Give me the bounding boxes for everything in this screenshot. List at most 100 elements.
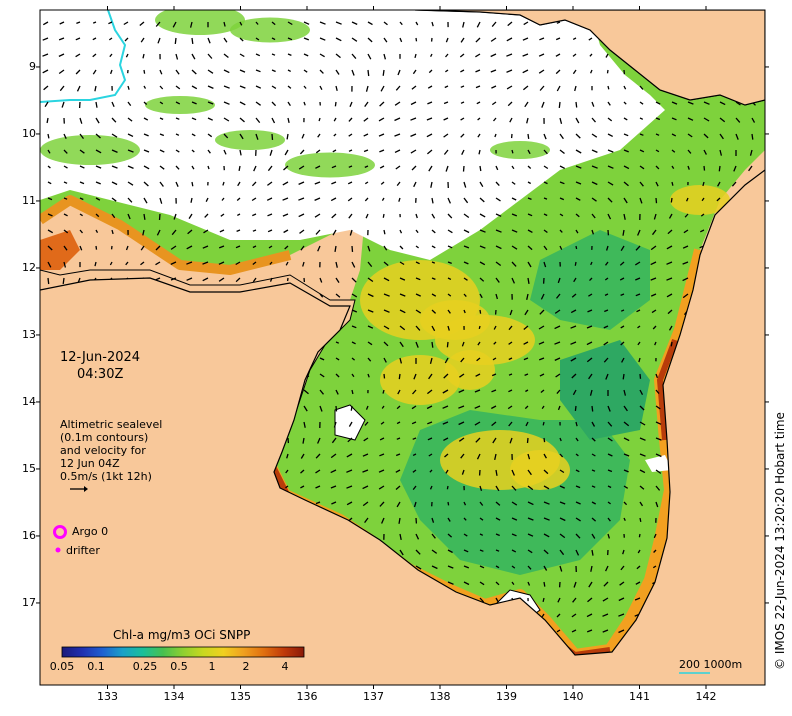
velocity-arrow [269,149,273,156]
velocity-arrow [541,613,545,618]
velocity-arrow [383,309,390,313]
velocity-arrow [111,181,118,186]
velocity-arrow [303,405,308,412]
altimetry-line-3: and velocity for [60,444,146,457]
velocity-arrow [271,85,277,89]
velocity-arrow [267,165,273,172]
velocity-arrow [399,549,404,556]
velocity-arrow [347,437,353,443]
velocity-arrow [47,165,51,169]
velocity-arrow [95,229,99,234]
lat-tick-label: 16 [22,528,36,542]
velocity-arrow [268,245,273,249]
velocity-arrow [703,149,707,155]
velocity-arrow [426,405,433,410]
velocity-arrow [443,373,449,379]
velocity-arrow [207,85,214,89]
velocity-arrow [300,245,305,251]
velocity-arrow [682,261,689,265]
velocity-arrow [351,245,354,252]
velocity-arrow [479,293,483,299]
velocity-arrow [509,309,513,316]
velocity-arrow [670,197,673,203]
velocity-arrow [319,53,325,58]
velocity-arrow [143,117,149,121]
map-frame [39,9,766,686]
velocity-arrow [573,581,577,588]
velocity-arrow [351,277,357,283]
velocity-arrow [237,213,241,216]
velocity-arrow [511,261,517,267]
velocity-arrow [298,165,305,170]
velocity-arrow [399,293,406,297]
velocity-arrow [173,213,177,220]
velocity-arrow [378,133,385,137]
velocity-arrow [460,357,465,363]
lon-tick-label: 142 [695,690,717,703]
velocity-arrow [397,389,401,395]
velocity-arrow [445,37,449,43]
velocity-arrow [223,53,229,59]
velocity-arrow [639,517,642,523]
velocity-arrow [189,21,193,28]
velocity-arrow [139,21,145,26]
velocity-arrow [79,181,85,185]
velocity-arrow [591,453,596,457]
velocity-arrow [475,437,481,443]
velocity-arrow [683,229,689,234]
velocity-arrow [735,101,741,106]
velocity-arrow [125,245,129,251]
velocity-arrow [541,101,545,108]
velocity-arrow [590,69,593,74]
velocity-arrow [490,53,497,58]
velocity-arrow [447,325,450,331]
velocity-arrow [191,165,195,170]
velocity-arrow [330,453,337,459]
velocity-arrow [604,293,609,296]
velocity-arrow [555,373,561,378]
velocity-arrow [527,277,530,285]
velocity-arrow [346,501,353,506]
velocity-arrow [511,549,517,553]
velocity-arrow [511,181,516,185]
velocity-arrow [479,181,484,188]
velocity-arrow [591,549,594,556]
velocity-arrow [509,117,513,123]
velocity-arrow [251,197,257,202]
velocity-arrow [540,293,545,300]
velocity-arrow [415,213,418,219]
velocity-arrow [655,133,660,136]
velocity-arrow [463,197,469,204]
velocity-arrow [367,245,371,252]
velocity-arrow [511,517,518,521]
velocity-arrow [267,213,273,217]
velocity-arrow [445,165,449,172]
island [334,404,366,441]
velocity-arrow [575,149,582,154]
velocity-arrow [590,565,593,572]
velocity-arrow [635,581,641,585]
velocity-arrow [143,101,148,105]
velocity-arrow [559,213,564,217]
velocity-arrow [687,101,694,105]
velocity-arrow [447,549,453,554]
velocity-arrow [479,549,484,552]
velocity-arrow [221,197,225,201]
velocity-arrow [395,469,401,473]
velocity-arrow [687,165,690,170]
velocity-arrow [426,389,433,395]
velocity-arrow [351,37,358,42]
velocity-arrow [175,101,181,105]
velocity-arrow [623,453,630,457]
velocity-arrow [620,309,625,312]
velocity-arrow [543,549,549,555]
lon-tick-label: 138 [429,690,451,703]
velocity-arrow [396,405,401,410]
velocity-arrow [511,229,518,233]
velocity-arrow [175,149,180,153]
velocity-arrow [494,453,497,461]
velocity-arrow [666,261,673,265]
velocity-arrow [383,53,387,60]
velocity-arrow [335,293,341,298]
velocity-arrow [655,101,661,105]
